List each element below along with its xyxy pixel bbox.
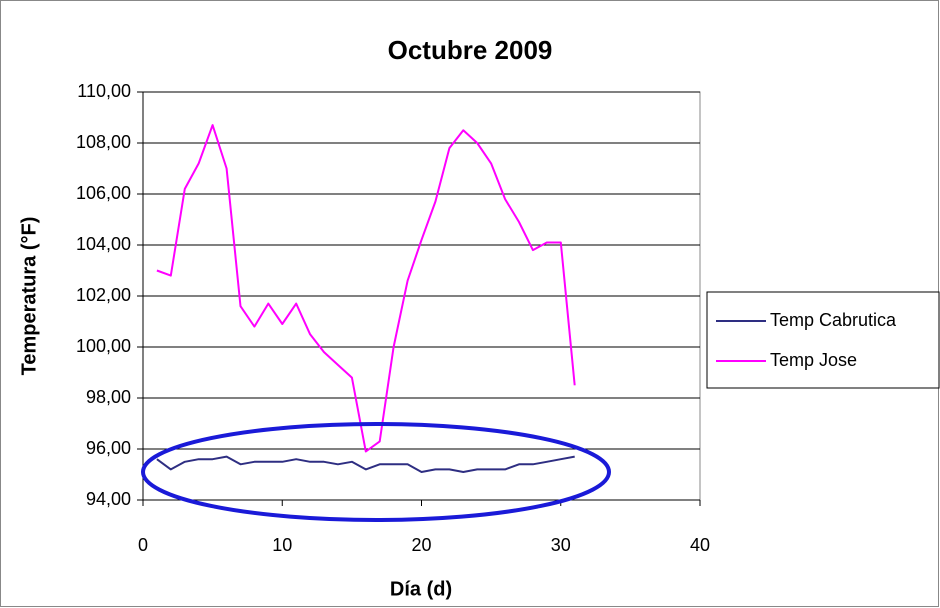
y-tick-label: 100,00 [76,336,131,356]
y-tick-label: 102,00 [76,285,131,305]
legend-label: Temp Cabrutica [770,310,897,330]
x-tick-label: 40 [690,535,710,555]
y-tick-label: 108,00 [76,132,131,152]
x-tick-label: 30 [551,535,571,555]
y-tick-label: 94,00 [86,489,131,509]
y-tick-label: 104,00 [76,234,131,254]
highlight-ellipse [141,422,611,522]
y-tick-label: 96,00 [86,438,131,458]
x-tick-label: 20 [411,535,431,555]
x-tick-label: 0 [138,535,148,555]
legend-label: Temp Jose [770,350,857,370]
x-axis-label: Día (d) [390,578,452,600]
y-axis-label: Temperatura (°F) [18,217,40,376]
series-line [156,455,575,473]
series-line [156,124,576,453]
legend: Temp Cabrutica Temp Jose [706,291,940,389]
y-tick-label: 110,00 [77,81,131,101]
y-tick-label: 106,00 [76,183,131,203]
y-tick-label: 98,00 [86,387,131,407]
legend-box [706,291,940,389]
chart-title: Octubre 2009 [388,35,553,65]
x-tick-label: 10 [272,535,292,555]
